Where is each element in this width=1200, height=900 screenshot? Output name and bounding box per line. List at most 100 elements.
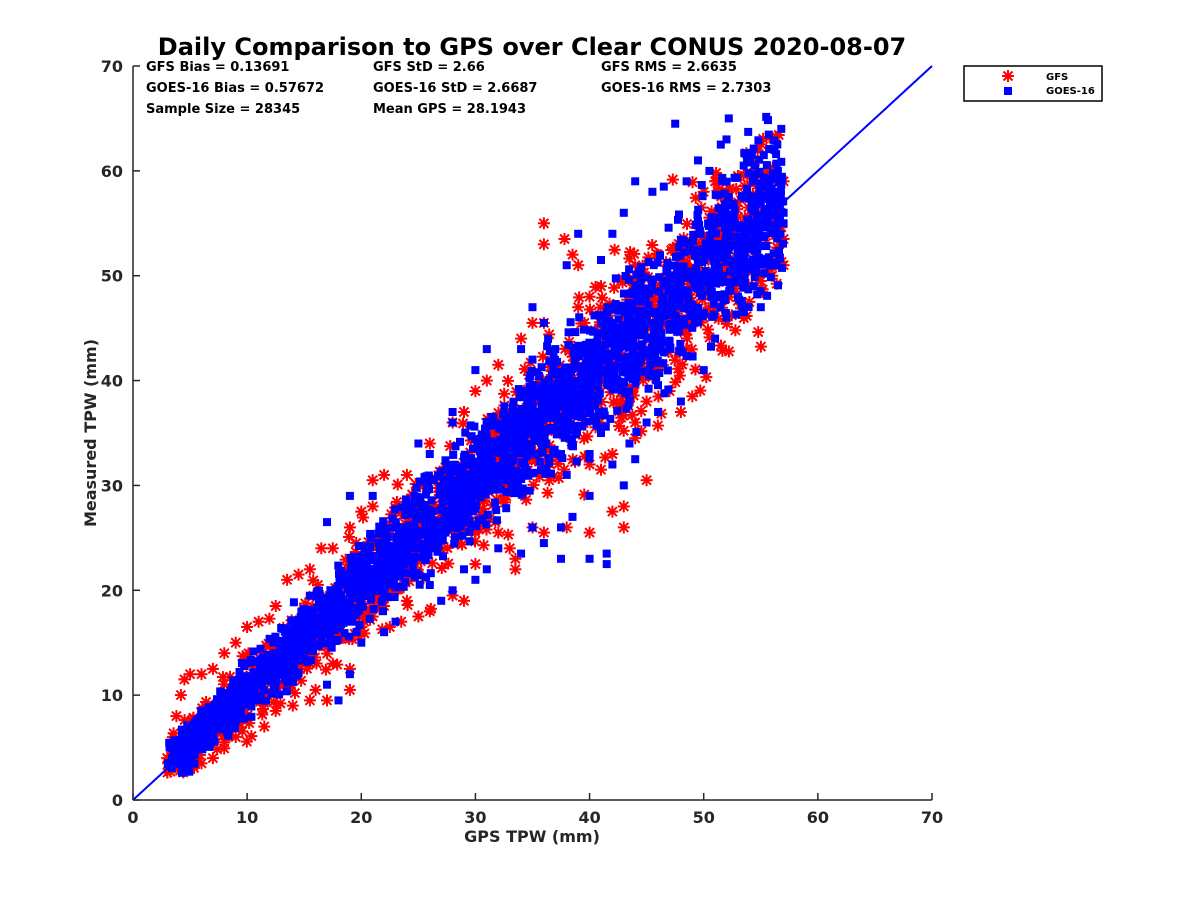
goes16-point xyxy=(714,244,723,253)
goes16-point xyxy=(221,706,230,715)
goes16-point xyxy=(424,479,433,487)
goes16-point xyxy=(667,297,676,306)
goes16-point xyxy=(408,538,416,547)
goes16-point xyxy=(235,674,244,683)
sample-size-text: Sample Size = 28345 xyxy=(146,102,300,117)
goes16-point xyxy=(773,140,782,149)
goes16-point xyxy=(480,469,489,478)
goes16-point xyxy=(534,437,543,446)
goes16-point xyxy=(537,402,546,411)
goes16-point xyxy=(322,639,330,648)
goes16-point xyxy=(575,351,584,360)
goes16-point xyxy=(466,483,475,492)
goes16-point xyxy=(741,191,750,200)
goes16-point xyxy=(366,529,375,538)
goes16-point xyxy=(739,283,748,292)
goes16-point xyxy=(615,339,624,348)
goes16-point xyxy=(644,308,653,317)
goes16-point xyxy=(355,620,364,629)
goes16-point xyxy=(199,721,208,729)
goes16-point xyxy=(518,484,527,493)
goes16-point xyxy=(759,151,768,160)
goes16-point xyxy=(495,424,504,433)
goes16-point xyxy=(538,448,547,457)
goes16-point xyxy=(624,373,633,382)
goes16-point xyxy=(743,215,752,224)
gfs-point xyxy=(498,387,511,400)
goes16-point xyxy=(483,485,492,494)
goes16-point xyxy=(323,518,331,527)
goes16-point xyxy=(177,763,186,772)
goes16-point xyxy=(707,288,716,296)
goes16-point xyxy=(755,185,764,194)
goes16-point xyxy=(364,573,372,582)
gfs-point xyxy=(326,657,339,670)
gfs-point xyxy=(541,486,554,499)
gfs-point xyxy=(722,345,735,358)
goes16-point xyxy=(611,274,620,283)
goes16-point xyxy=(539,318,548,327)
goes16-point xyxy=(726,241,735,250)
goes16-point xyxy=(386,569,395,578)
goes16-point xyxy=(610,368,619,377)
gfs-point xyxy=(477,539,490,552)
goes16-point xyxy=(713,219,722,228)
goes16-point xyxy=(545,458,554,467)
goes16-point xyxy=(481,424,489,433)
goes16-point xyxy=(662,300,671,309)
goes16-point xyxy=(590,369,599,378)
goes16-point xyxy=(401,578,410,587)
goes16-point xyxy=(579,376,588,385)
goes16-point xyxy=(760,205,769,213)
goes16-point xyxy=(586,385,595,394)
goes16-point xyxy=(709,299,718,308)
goes16-point xyxy=(387,556,396,565)
gfs-point xyxy=(263,612,276,625)
gfs-point xyxy=(286,699,299,712)
goes16-point xyxy=(508,456,517,465)
goes16-point xyxy=(707,213,716,222)
goes16-point xyxy=(663,277,672,286)
goes16-point xyxy=(613,406,622,415)
goes16-point xyxy=(596,329,605,338)
goes16-point xyxy=(648,280,657,289)
goes16-point xyxy=(533,368,542,377)
goes16-point xyxy=(556,399,565,408)
gfs-point xyxy=(686,390,699,403)
goes16-point xyxy=(177,732,186,741)
goes16-point xyxy=(595,311,604,320)
goes16-point xyxy=(528,303,537,312)
goes16-point xyxy=(349,610,358,619)
goes16-series xyxy=(163,112,788,777)
goes16-point xyxy=(592,349,601,358)
gfs-point xyxy=(343,521,356,534)
goes16-point xyxy=(680,248,689,257)
goes16-point xyxy=(572,343,581,352)
goes16-point xyxy=(767,189,776,198)
goes16-point xyxy=(172,743,181,752)
goes16-point xyxy=(564,379,573,388)
goes16-point xyxy=(516,393,525,402)
goes16-point xyxy=(609,362,618,371)
goes16-point xyxy=(597,256,605,264)
gfs-point xyxy=(252,615,265,628)
goes16-point xyxy=(763,291,772,300)
goes16-point xyxy=(262,676,271,685)
goes16-point xyxy=(775,188,784,197)
gfs-point xyxy=(752,326,765,339)
goes16-point xyxy=(624,343,633,352)
goes16-point xyxy=(630,356,639,365)
gfs-point xyxy=(515,332,528,345)
goes16-point xyxy=(424,505,433,514)
goes16-point xyxy=(779,239,787,248)
goes16-point xyxy=(466,421,475,430)
goes16-point xyxy=(603,303,612,312)
goes16-point xyxy=(357,552,365,561)
goes16-point xyxy=(699,256,708,264)
goes16-point xyxy=(654,324,663,333)
goes16-point xyxy=(564,328,573,337)
goes16-point xyxy=(267,661,276,670)
goes16-point xyxy=(451,533,459,542)
goes16-point xyxy=(460,565,468,574)
goes16-point xyxy=(623,360,632,369)
